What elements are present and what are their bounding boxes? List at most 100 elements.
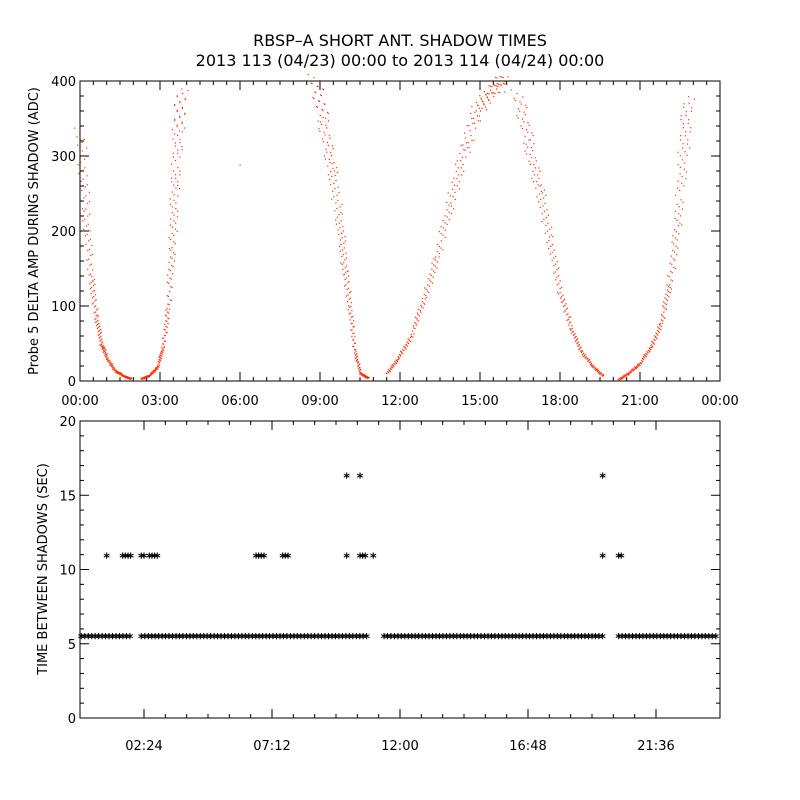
data-point	[521, 128, 524, 130]
data-point: *	[269, 632, 277, 647]
data-point	[177, 181, 179, 183]
data-point	[580, 346, 582, 348]
data-point	[530, 156, 533, 159]
data-point	[416, 312, 419, 314]
data-point	[689, 131, 691, 133]
y-axis-title: TIME BETWEEN SHADOWS (SEC)	[36, 463, 51, 676]
data-point	[336, 216, 339, 218]
data-point	[168, 290, 171, 293]
data-point	[432, 282, 434, 284]
data-point	[483, 91, 486, 93]
data-point	[628, 372, 630, 375]
data-point	[333, 162, 335, 164]
data-point	[535, 160, 537, 162]
data-point	[173, 194, 175, 196]
data-point	[529, 139, 532, 141]
data-point	[480, 110, 482, 112]
data-point	[675, 231, 678, 233]
data-point: *	[494, 632, 502, 647]
data-point: *	[632, 632, 640, 647]
data-point	[496, 83, 498, 85]
data-point	[333, 170, 336, 172]
data-point	[84, 158, 86, 160]
data-point	[172, 252, 175, 254]
data-point	[357, 362, 359, 364]
data-point	[425, 288, 427, 290]
data-point: *	[103, 552, 111, 567]
data-point	[119, 373, 121, 375]
data-point: *	[158, 632, 166, 647]
data-point	[475, 110, 477, 112]
data-point	[406, 345, 408, 347]
data-point	[415, 322, 417, 325]
data-point	[533, 143, 535, 145]
data-point	[595, 370, 597, 372]
data-point	[125, 376, 127, 378]
data-point: *	[342, 632, 350, 647]
data-point	[632, 369, 634, 371]
data-point	[83, 228, 85, 230]
data-point	[397, 358, 400, 361]
data-point	[170, 177, 173, 179]
data-point: *	[314, 632, 322, 647]
x-tick-label: 00:00	[61, 394, 98, 409]
data-point	[355, 353, 357, 356]
data-point	[175, 187, 177, 189]
data-point	[346, 265, 348, 267]
data-point	[674, 229, 676, 231]
data-point	[94, 311, 96, 313]
data-point	[346, 295, 348, 297]
data-point	[150, 374, 152, 377]
data-point	[485, 94, 487, 96]
data-point	[485, 109, 488, 111]
data-point	[166, 295, 168, 297]
data-point: *	[543, 632, 551, 647]
data-point	[550, 234, 552, 236]
data-point	[527, 121, 529, 124]
data-point	[674, 259, 676, 261]
data-point: *	[257, 552, 265, 567]
data-point	[440, 240, 442, 242]
data-point	[338, 233, 340, 235]
data-point	[400, 350, 402, 352]
data-point	[344, 259, 346, 261]
data-point: *	[281, 552, 289, 567]
data-point	[683, 168, 685, 170]
data-point	[681, 176, 683, 178]
data-point	[402, 353, 404, 355]
data-point	[562, 294, 564, 296]
data-point: *	[119, 552, 127, 567]
data-point	[100, 335, 102, 337]
data-point	[556, 284, 558, 286]
data-point	[637, 363, 639, 365]
data-point	[169, 277, 171, 279]
data-point	[663, 316, 665, 318]
data-point	[142, 377, 145, 380]
data-point	[346, 270, 348, 272]
data-point: *	[105, 632, 113, 647]
data-point: *	[102, 632, 110, 647]
data-point	[462, 163, 464, 165]
data-point	[85, 195, 87, 197]
data-point	[141, 377, 143, 379]
data-point: *	[241, 632, 249, 647]
data-point	[344, 267, 346, 269]
data-point	[486, 96, 488, 98]
data-point	[585, 356, 587, 358]
data-point	[601, 375, 603, 377]
data-point	[521, 118, 524, 120]
data-point	[158, 361, 160, 363]
data-point	[409, 336, 412, 339]
data-point	[676, 219, 678, 221]
data-point	[658, 331, 660, 333]
data-point	[99, 344, 101, 346]
data-point	[158, 366, 160, 368]
data-point	[97, 319, 99, 322]
data-point	[617, 378, 619, 380]
data-point	[179, 156, 181, 158]
data-point	[354, 342, 357, 344]
data-point	[93, 289, 95, 292]
data-point	[170, 256, 172, 258]
data-point	[103, 348, 105, 350]
